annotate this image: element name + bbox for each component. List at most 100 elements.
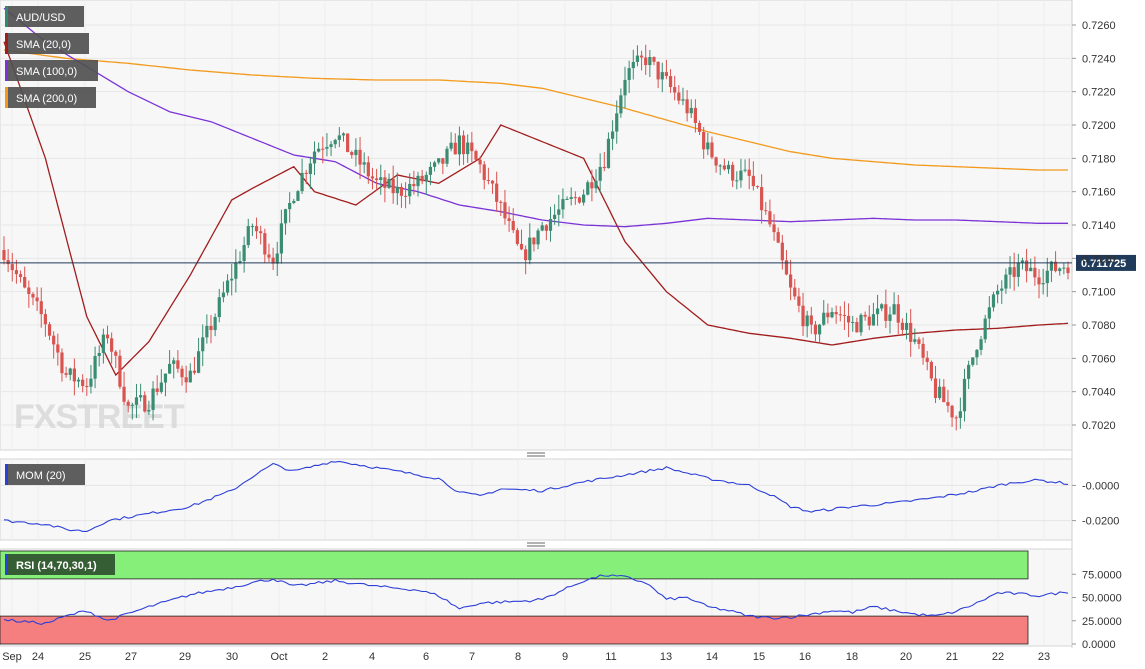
rsi-line <box>3 574 1069 625</box>
candle-body <box>532 237 536 245</box>
candle-body <box>797 296 801 306</box>
candle-body <box>130 404 134 406</box>
candle-body <box>221 292 226 298</box>
candle-body <box>714 157 718 166</box>
candle-body <box>573 197 577 199</box>
candle-body <box>93 356 97 379</box>
candle-body <box>56 344 60 353</box>
x-tick-label: 20 <box>900 651 912 663</box>
candle-body <box>718 165 722 167</box>
legend-2-box <box>5 60 98 81</box>
x-tick-label: 22 <box>992 651 1004 663</box>
y-tick-label: 0.7160 <box>1082 187 1116 199</box>
candle-body <box>557 209 561 215</box>
candle-body <box>271 257 275 264</box>
candle-body <box>461 135 466 155</box>
candle-body <box>577 197 582 203</box>
candle-body <box>664 72 669 77</box>
mom-y-tick-label: -0.0200 <box>1082 516 1119 528</box>
candle-body <box>246 226 250 246</box>
candle-body <box>263 233 267 255</box>
candle-body <box>1041 283 1045 285</box>
candle-body <box>644 57 648 66</box>
legend-mom-label: MOM (20) <box>16 470 66 482</box>
candle-body <box>122 386 126 402</box>
candle-body <box>548 218 553 231</box>
candle-body <box>1020 260 1025 263</box>
candle-body <box>188 370 192 383</box>
candle-body <box>677 92 681 101</box>
candle-body <box>598 166 602 181</box>
candle-body <box>470 142 474 152</box>
legend-mom-swatch <box>5 464 8 485</box>
y-tick-label: 0.7120 <box>1082 253 1116 265</box>
candle-body <box>118 355 122 387</box>
y-tick-label: 0.7260 <box>1082 20 1116 32</box>
y-tick-label: 0.7240 <box>1082 53 1116 65</box>
candle-body <box>515 230 519 244</box>
candle-body <box>764 210 768 212</box>
candle-body <box>739 170 743 181</box>
candle-body <box>1012 267 1016 277</box>
y-tick-label: 0.7140 <box>1082 220 1116 232</box>
candle-body <box>457 135 462 155</box>
y-tick-label: 0.7200 <box>1082 120 1116 132</box>
candle-body <box>950 405 954 418</box>
legend-2-swatch <box>5 60 8 81</box>
candle-body <box>159 382 163 392</box>
candle-body <box>296 191 300 201</box>
x-tick-label: 15 <box>753 651 765 663</box>
candle-body <box>954 417 958 419</box>
candle-body <box>213 317 217 331</box>
candle-body <box>991 294 996 308</box>
candle-body <box>304 172 308 174</box>
candle-body <box>101 334 105 354</box>
candle-body <box>780 242 784 261</box>
candle-body <box>143 395 147 412</box>
candle-body <box>1058 268 1062 272</box>
candle-body <box>503 202 507 219</box>
candle-body <box>855 322 859 333</box>
candle-body <box>308 163 312 174</box>
candle-body <box>544 225 548 231</box>
candle-body <box>962 378 967 412</box>
candle-body <box>358 149 362 165</box>
candle-body <box>706 142 710 150</box>
candle-body <box>519 243 524 250</box>
legend-rsi-label: RSI (14,70,30,1) <box>16 560 97 572</box>
candle-body <box>776 232 780 243</box>
candle-body <box>201 337 205 352</box>
candle-body <box>432 162 437 167</box>
legend-3-swatch <box>5 87 8 108</box>
candle-body <box>971 357 975 365</box>
candle-body <box>10 264 14 271</box>
candle-body <box>975 349 979 358</box>
candle-body <box>929 361 933 379</box>
candle-body <box>996 290 1000 295</box>
candle-body <box>768 211 772 225</box>
candle-body <box>921 343 925 358</box>
candle-body <box>259 231 263 234</box>
candle-body <box>528 237 532 261</box>
current-price-label: 0.711725 <box>1081 258 1126 270</box>
candle-body <box>168 363 172 374</box>
y-tick-label: 0.7220 <box>1082 87 1116 99</box>
candle-body <box>772 224 776 233</box>
candle-body <box>561 199 565 210</box>
x-tick-label: 25 <box>79 651 91 663</box>
candle-body <box>1049 261 1054 271</box>
candle-body <box>710 142 714 158</box>
candle-body <box>1029 267 1033 272</box>
candle-body <box>610 131 615 139</box>
candle-body <box>329 144 333 147</box>
candle-body <box>536 230 540 245</box>
y-tick-label: 0.7180 <box>1082 153 1116 165</box>
candle-body <box>47 324 52 336</box>
candle-body <box>379 177 383 181</box>
candle-body <box>205 325 209 338</box>
candle-body <box>31 293 35 298</box>
candle-body <box>702 131 706 150</box>
candle-body <box>880 304 884 309</box>
candle-body <box>888 314 892 321</box>
